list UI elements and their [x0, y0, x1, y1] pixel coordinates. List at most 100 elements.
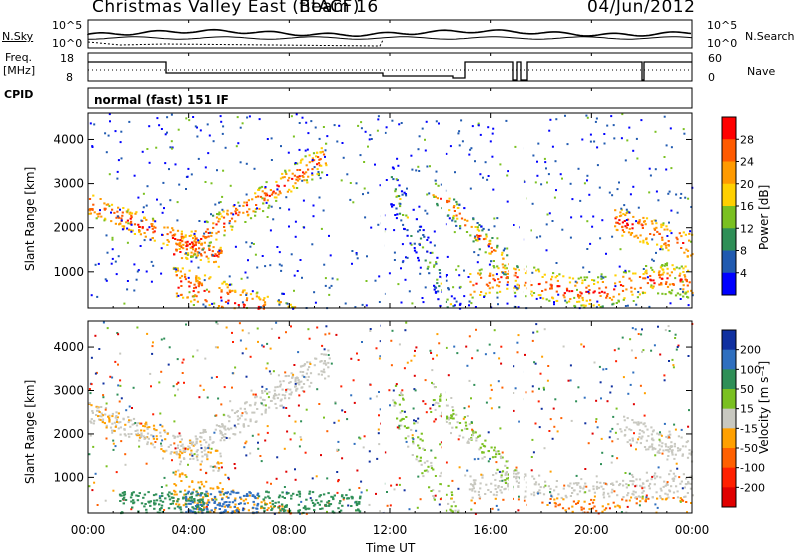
power-echo-833 — [644, 277, 647, 280]
velocity-noise-168 — [678, 476, 681, 479]
velocity-noise-398 — [434, 408, 437, 411]
xtick-label-0: 00:00 — [71, 523, 106, 537]
power-colorbar-tick-label-5: 8 — [740, 245, 747, 258]
velocity-echo-628 — [405, 416, 408, 418]
power-noise-592 — [203, 279, 206, 282]
velocity-echo-538 — [181, 473, 184, 476]
power-echo-1184 — [626, 224, 629, 226]
power-echo-605 — [445, 274, 448, 276]
power-echo-735 — [551, 275, 554, 278]
power-noise-457 — [254, 253, 257, 256]
power-noise-3 — [269, 264, 272, 267]
velocity-noise-300 — [233, 463, 236, 465]
velocity-noise-257 — [632, 371, 635, 374]
power-noise-172 — [364, 216, 367, 219]
power-noise-249 — [246, 116, 249, 119]
velocity-echo-982 — [506, 466, 509, 469]
velocity-echo-230 — [320, 373, 323, 376]
power-echo-864 — [489, 274, 492, 277]
power-echo-729 — [668, 290, 671, 293]
velocity-noise-444 — [275, 321, 278, 324]
velocity-noise-106 — [215, 376, 218, 378]
power-noise-568 — [598, 186, 601, 189]
power-echo-1200 — [678, 232, 681, 235]
power-echo-1105 — [458, 212, 461, 215]
power-echo-602 — [394, 190, 397, 193]
power-echo-70 — [205, 255, 208, 258]
power-echo-369 — [263, 199, 266, 202]
velocity-echo-622 — [422, 447, 425, 450]
power-noise-197 — [620, 137, 623, 140]
power-noise-687 — [428, 192, 431, 195]
power-echo-279 — [179, 251, 182, 253]
power-echo-700 — [577, 277, 580, 280]
power-noise-219 — [363, 187, 366, 190]
power-noise-359 — [595, 117, 598, 120]
power-echo-562 — [208, 290, 211, 293]
velocity-noise-388 — [414, 349, 416, 352]
power-echo-32 — [113, 211, 116, 214]
velocity-noise-384 — [342, 498, 345, 501]
power-echo-140 — [188, 235, 191, 237]
velocity-echo-127 — [124, 434, 127, 437]
power-noise-657 — [635, 220, 638, 223]
power-noise-311 — [457, 265, 460, 268]
velocity-echo-1210 — [658, 448, 662, 451]
velocity-echo-662 — [679, 497, 682, 500]
velocity-echo-1191 — [671, 449, 674, 452]
power-noise-661 — [161, 233, 163, 236]
power-echo-646 — [401, 193, 404, 196]
power-noise-527 — [109, 120, 111, 123]
velocity-noise-33 — [630, 496, 633, 499]
velocity-extra-2-65 — [176, 505, 180, 508]
velocity-extra-1-18 — [295, 493, 299, 496]
power-noise-181 — [545, 249, 548, 252]
power-echo-1066 — [459, 225, 462, 227]
power-noise-546 — [612, 124, 615, 127]
power-echo-156 — [180, 230, 183, 233]
velocity-echo-56 — [89, 420, 92, 423]
power-echo-272 — [195, 241, 198, 244]
velocity-echo-807 — [484, 493, 487, 495]
velocity-echo-241 — [313, 364, 316, 367]
velocity-echo-58 — [133, 423, 136, 425]
velocity-noise-234 — [657, 325, 659, 328]
velocity-echo-290 — [221, 423, 224, 426]
velocity-noise-606 — [199, 384, 202, 387]
velocity-echo-339 — [296, 377, 299, 379]
velocity-echo-254 — [300, 380, 303, 383]
power-noise-186 — [468, 153, 471, 156]
velocity-echo-958 — [605, 507, 608, 510]
power-echo-575 — [392, 204, 395, 207]
velocity-noise-121 — [268, 370, 271, 373]
velocity-noise-553 — [324, 333, 327, 336]
power-noise-691 — [231, 225, 234, 228]
power-echo-824 — [514, 274, 517, 277]
velocity-echo-164 — [111, 415, 114, 418]
power-echo-152 — [207, 257, 210, 260]
power-noise-221 — [586, 248, 589, 250]
velocity-echo-159 — [122, 417, 125, 420]
velocity-echo-369 — [211, 441, 214, 444]
velocity-extra-2-60 — [184, 503, 188, 506]
power-noise-19 — [107, 134, 110, 137]
power-echo-342 — [316, 163, 319, 166]
power-echo-655 — [394, 188, 397, 191]
velocity-echo-629 — [426, 470, 430, 473]
power-echo-640 — [417, 259, 420, 262]
power-noise-110 — [422, 301, 425, 304]
power-echo-1041 — [476, 239, 479, 242]
power-noise-42 — [193, 232, 196, 235]
velocity-echo-1067 — [464, 421, 467, 424]
velocity-noise-469 — [321, 344, 324, 347]
power-noise-47 — [458, 274, 461, 277]
power-echo-393 — [245, 201, 248, 204]
velocity-echo-673 — [635, 478, 638, 481]
power-echo-763 — [555, 290, 558, 293]
velocity-echo-513 — [240, 498, 243, 501]
velocity-echo-935 — [642, 482, 645, 485]
velocity-echo-260 — [294, 377, 297, 380]
velocity-echo-934 — [579, 485, 582, 488]
power-noise-607 — [363, 161, 366, 163]
velocity-noise-273 — [260, 402, 263, 405]
